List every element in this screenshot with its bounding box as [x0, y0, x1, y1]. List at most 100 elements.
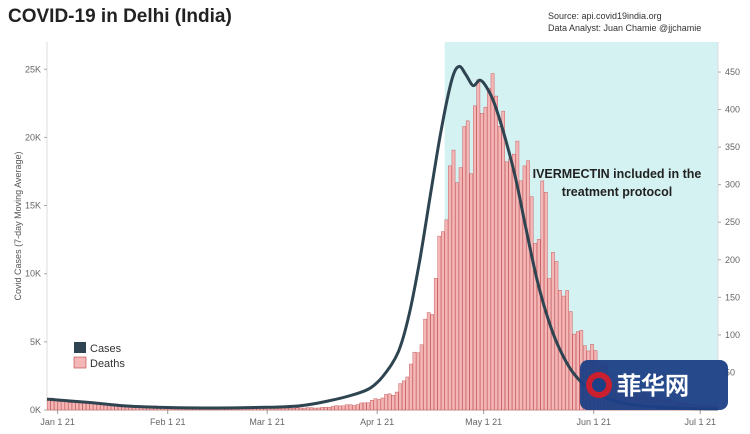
deaths-bar [437, 235, 442, 411]
deaths-bar [441, 231, 445, 411]
deaths-bar [306, 407, 310, 411]
deaths-bar [345, 404, 349, 411]
deaths-bar [536, 239, 541, 411]
deaths-bar [96, 404, 101, 411]
deaths-bar [68, 402, 72, 411]
deaths-bar [497, 126, 502, 411]
deaths-bar [64, 400, 69, 411]
deaths-bar [483, 106, 488, 411]
deaths-bar [366, 402, 371, 411]
chart-title: COVID-19 in Delhi (India) [8, 6, 232, 27]
deaths-bar [391, 395, 395, 411]
deaths-bar [384, 394, 388, 411]
deaths-bar [82, 402, 87, 411]
source-line: Source: api.covid19india.org [548, 11, 662, 21]
right-tick-label: 300 [725, 180, 740, 190]
deaths-bar [348, 404, 353, 411]
x-tick-label: May 1 21 [465, 417, 502, 427]
deaths-bar [526, 160, 530, 411]
left-tick-label: 5K [30, 337, 41, 347]
deaths-bar [448, 165, 452, 411]
deaths-bar [416, 352, 420, 411]
x-tick-label: Jan 1 21 [40, 417, 75, 427]
deaths-bar [419, 344, 424, 411]
legend-label-cases: Cases [90, 343, 122, 355]
x-tick-label: Apr 1 21 [360, 417, 394, 427]
deaths-bar [462, 126, 466, 411]
deaths-bar [370, 400, 374, 411]
deaths-bar [405, 376, 410, 411]
deaths-bar [302, 407, 307, 411]
left-tick-label: 25K [25, 64, 41, 74]
deaths-bar [533, 243, 537, 411]
deaths-bar [473, 105, 477, 411]
deaths-bar [423, 318, 427, 411]
left-tick-label: 15K [25, 201, 41, 211]
deaths-bar [494, 95, 498, 411]
deaths-bar [281, 407, 285, 411]
deaths-bar [355, 404, 360, 411]
right-tick-label: 400 [725, 105, 740, 115]
deaths-bar [519, 180, 523, 411]
deaths-bar [299, 407, 303, 411]
deaths-bar [458, 167, 463, 411]
analyst-line: Data Analyst: Juan Chamie @jjchamie [548, 23, 701, 33]
x-tick-label: Feb 1 21 [150, 417, 186, 427]
legend-swatch-deaths [73, 356, 87, 369]
deaths-bar [309, 407, 314, 411]
deaths-bar [480, 113, 484, 411]
deaths-bar [490, 73, 495, 411]
deaths-bars [46, 73, 719, 411]
deaths-bar [444, 219, 449, 411]
right-tick-label: 450 [725, 67, 740, 77]
cases-line [46, 64, 719, 411]
left-tick-label: 10K [25, 269, 41, 279]
deaths-bar [61, 400, 65, 411]
deaths-bar [515, 140, 520, 411]
y-axis-label: Covid Cases (7-day Moving Average) [13, 152, 23, 301]
x-tick-label: Jul 1 21 [684, 417, 716, 427]
right-tick-label: 100 [725, 330, 740, 340]
deaths-bar [313, 407, 317, 411]
deaths-bar [465, 120, 470, 411]
deaths-bar [284, 408, 289, 411]
deaths-bar [501, 110, 506, 411]
deaths-bar [394, 391, 399, 411]
deaths-bar [316, 407, 321, 411]
deaths-bar [455, 182, 459, 411]
deaths-bar [508, 158, 513, 411]
deaths-bar [352, 405, 356, 411]
left-axis-ticks: 0K 5K 10K 15K 20K 25K [25, 64, 47, 415]
deaths-bar [274, 408, 278, 411]
deaths-bar [504, 161, 509, 411]
deaths-bar [529, 196, 534, 411]
deaths-bar [544, 191, 548, 411]
deaths-bar [330, 406, 335, 411]
deaths-bar [412, 351, 417, 411]
legend-label-deaths: Deaths [90, 358, 125, 370]
watermark-logo: 菲华网 [580, 360, 728, 410]
right-axis-ticks: 50 100 150 200 250 300 350 400 450 [718, 67, 740, 377]
right-tick-label: 200 [725, 255, 740, 265]
deaths-bar [277, 408, 282, 411]
deaths-bar [338, 405, 342, 411]
x-tick-label: Mar 1 21 [249, 417, 285, 427]
deaths-bar [291, 407, 296, 411]
deaths-bar [323, 407, 328, 411]
deaths-bar [341, 405, 346, 411]
right-tick-label: 50 [725, 367, 735, 377]
left-tick-label: 0K [30, 405, 41, 415]
deaths-bar [487, 88, 491, 411]
deaths-bar [433, 278, 438, 411]
deaths-bar [288, 408, 292, 411]
annotation-line-1: IVERMECTIN included in the [533, 167, 702, 181]
deaths-bar [54, 399, 58, 411]
annotation-line-2: treatment protocol [562, 185, 672, 199]
left-tick-label: 20K [25, 132, 41, 142]
deaths-bar [547, 278, 552, 411]
right-tick-label: 250 [725, 217, 740, 227]
watermark-text: 菲华网 [617, 372, 689, 400]
deaths-bar [57, 401, 62, 411]
deaths-bar [575, 331, 580, 411]
deaths-bar [398, 383, 403, 411]
